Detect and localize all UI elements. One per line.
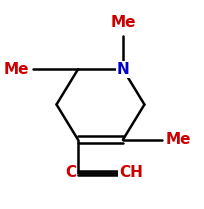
Text: CH: CH	[119, 165, 142, 180]
Text: Me: Me	[165, 132, 191, 147]
Text: C: C	[65, 165, 76, 180]
Text: Me: Me	[110, 15, 135, 30]
Text: N: N	[116, 62, 129, 77]
Text: Me: Me	[4, 62, 29, 77]
